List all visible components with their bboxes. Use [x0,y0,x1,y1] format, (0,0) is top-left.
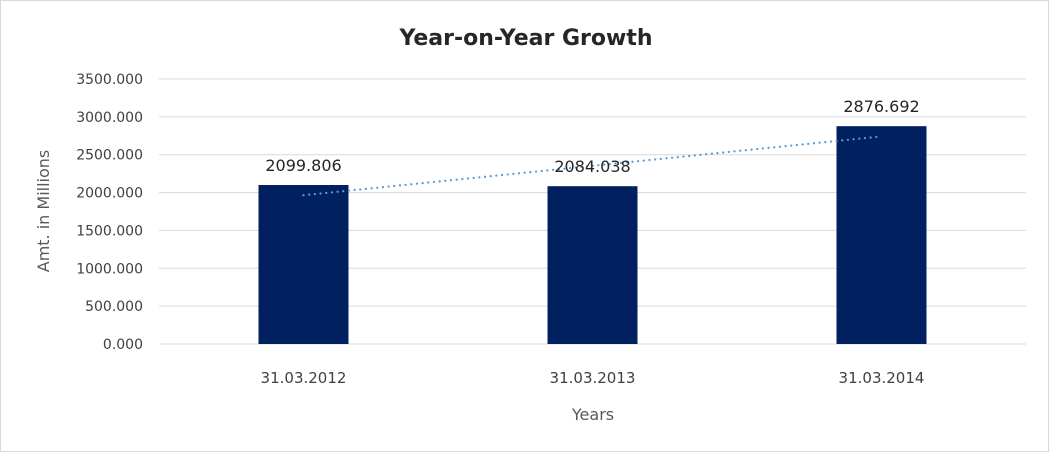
chart-title: Year-on-Year Growth [398,26,652,51]
x-tick-label: 31.03.2013 [550,369,636,387]
y-tick-label: 1000.000 [76,261,143,277]
data-label: 2099.806 [265,156,341,175]
y-tick-label: 500.000 [85,299,143,315]
bar [258,185,349,344]
x-tick-label: 31.03.2014 [839,369,925,387]
data-label: 2084.038 [554,157,630,176]
trendline [302,135,883,197]
y-axis-label: Amt. in Millions [34,150,53,273]
y-tick-label: 1500.000 [76,223,143,239]
y-tick-label: 0.000 [103,337,143,353]
y-tick-label: 3000.000 [76,110,143,126]
y-tick-label: 3500.000 [76,72,143,88]
y-tick-label: 2500.000 [76,148,143,164]
x-axis-label: Years [571,405,614,424]
bar [547,186,638,344]
bar [836,126,927,344]
y-tick-label: 2000.000 [76,186,143,202]
data-label: 2876.692 [843,97,919,116]
x-tick-label: 31.03.2012 [261,369,347,387]
